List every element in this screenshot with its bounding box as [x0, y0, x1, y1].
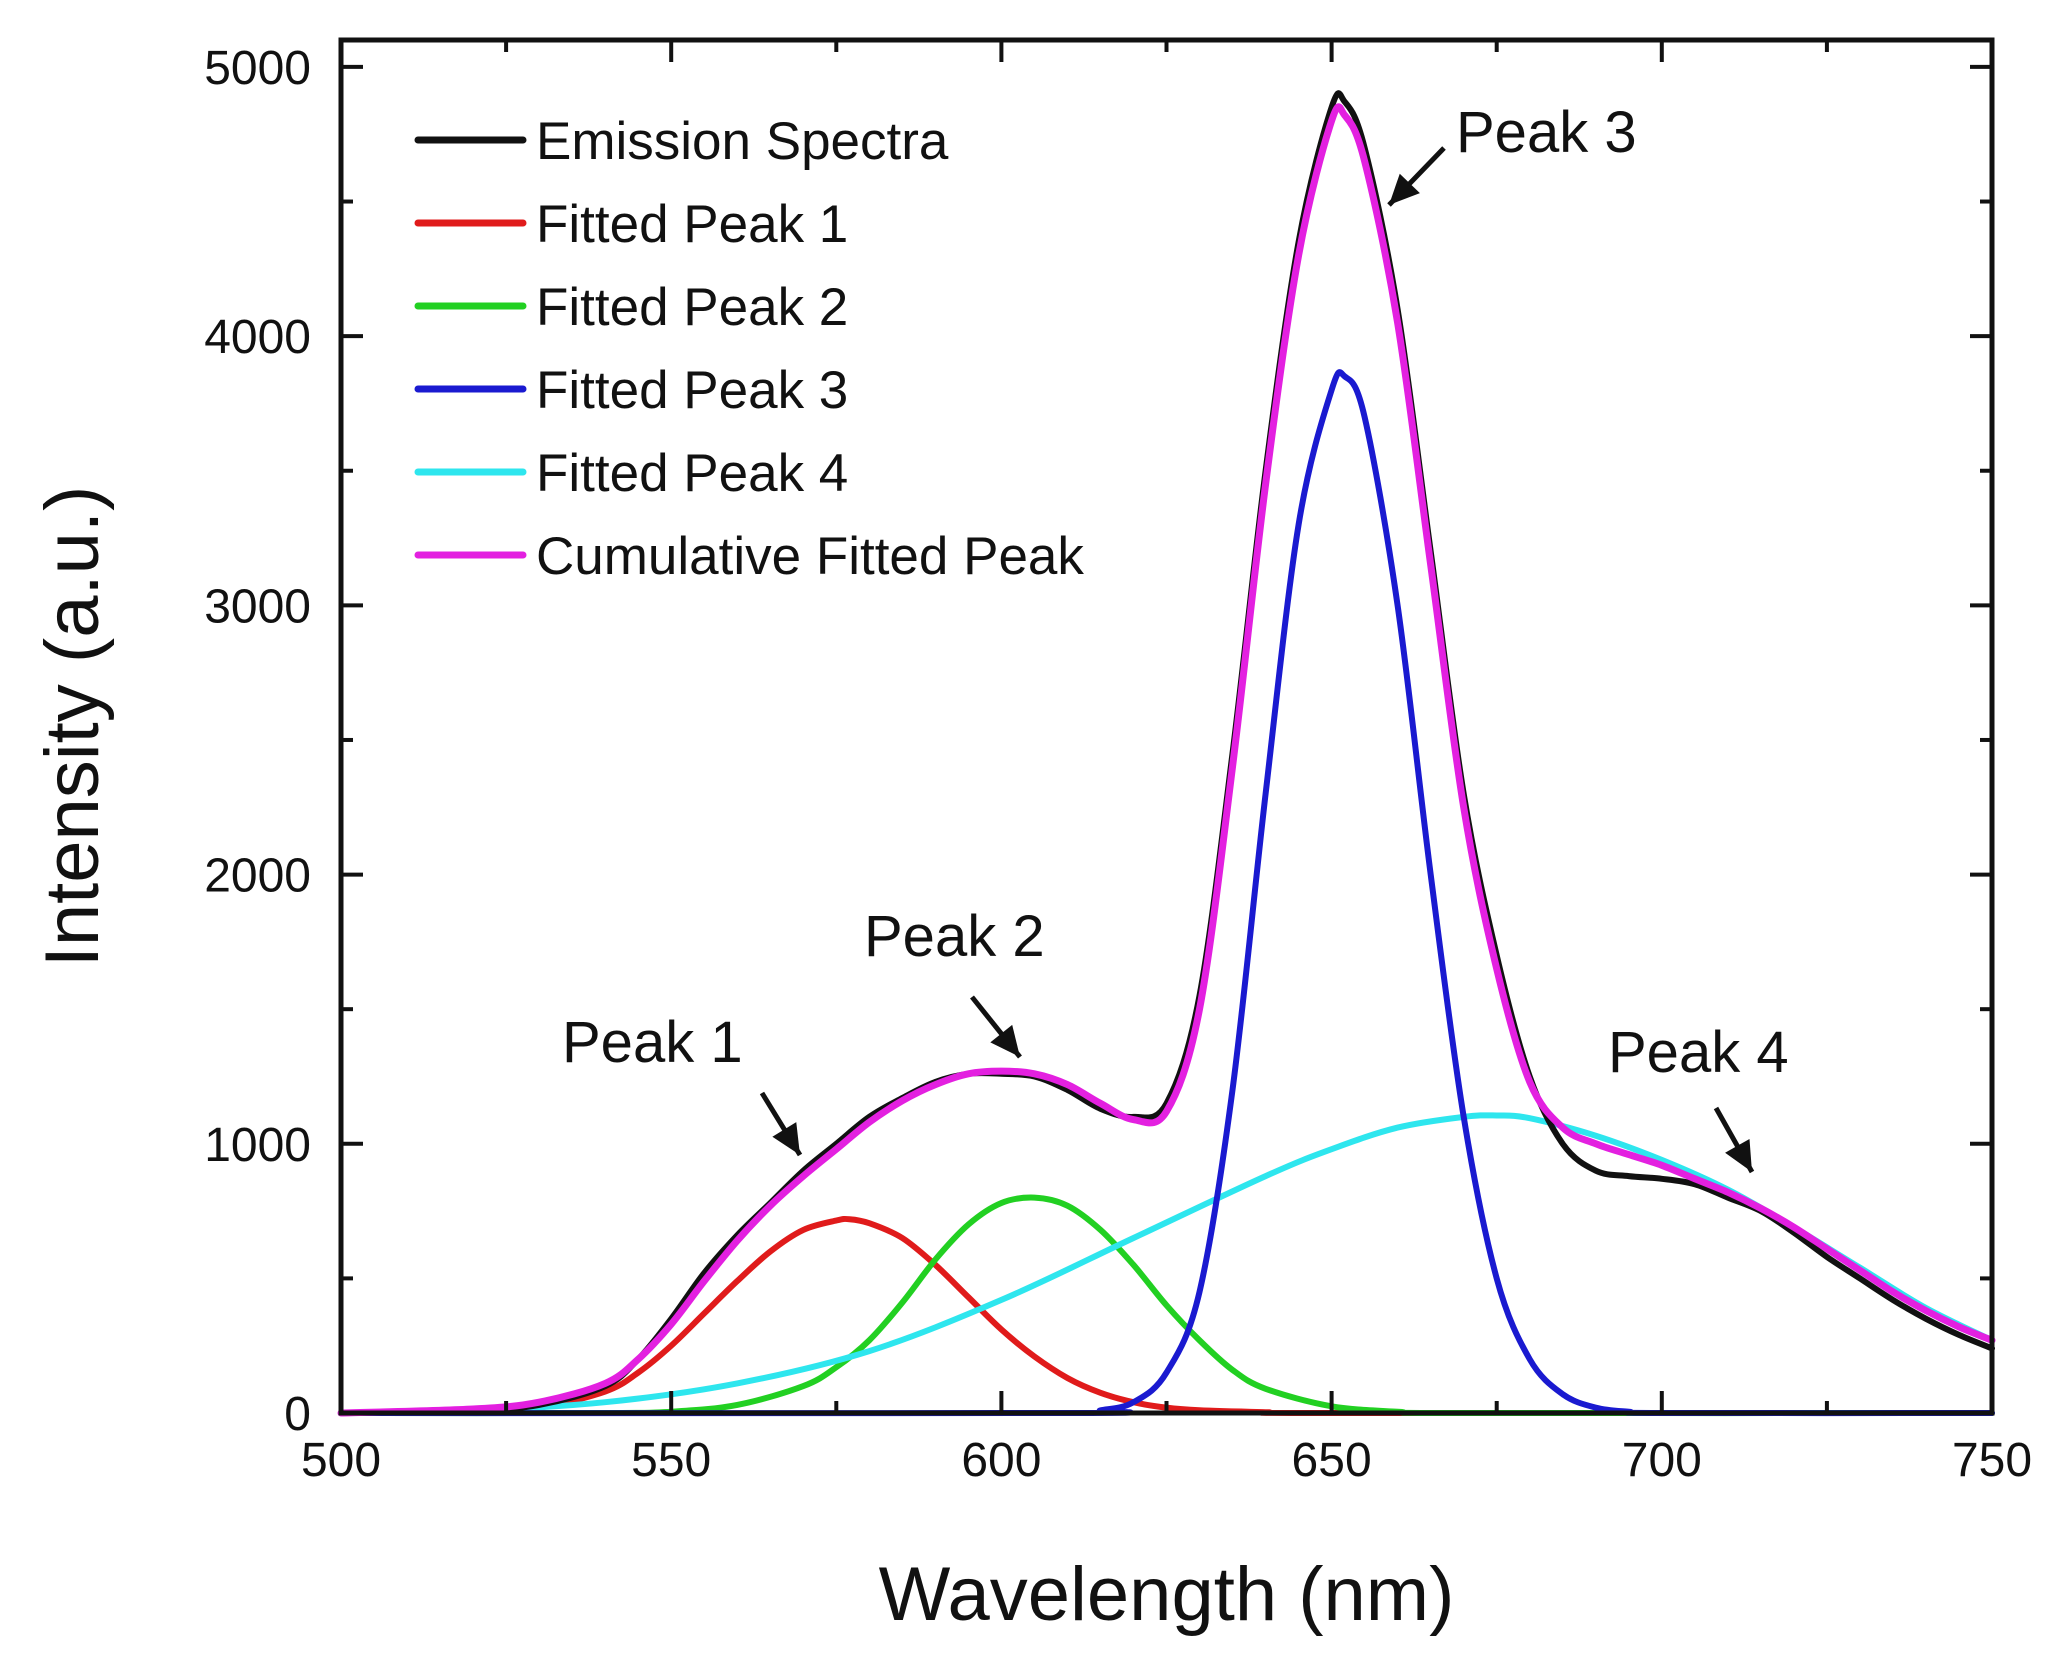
x-tick-label: 600: [961, 1434, 1041, 1487]
x-tick-label: 550: [631, 1434, 711, 1487]
legend-label-fitted-peak-4: Fitted Peak 4: [536, 444, 848, 503]
x-tick-label: 650: [1292, 1434, 1372, 1487]
legend-label-cumulative-fitted-peak: Cumulative Fitted Peak: [536, 527, 1084, 586]
series-line-fitted-peak-2: [338, 1194, 1995, 1417]
peak-annotations: Peak 1 Peak 2 Peak 3 Peak 4: [562, 100, 1789, 1174]
legend: Emission Spectra Fitted Peak 1 Fitted Peak…: [414, 112, 1084, 586]
annotation-arrowhead: [990, 1024, 1020, 1057]
legend-label-fitted-peak-3: Fitted Peak 3: [536, 361, 848, 420]
y-axis-title: Intensity (a.u.): [30, 486, 115, 968]
annotation-peak-1: Peak 1: [562, 1010, 743, 1075]
x-tick-label: 700: [1622, 1434, 1702, 1487]
axis-ticks: [339, 40, 1994, 1415]
legend-label-fitted-peak-2: Fitted Peak 2: [536, 278, 848, 337]
series-line-cumulative-fitted-peak: [337, 103, 1996, 1417]
annotation-arrowhead: [1389, 173, 1420, 205]
y-tick-label: 1000: [204, 1119, 311, 1172]
tick-labels: 500 550 600 650 700 750 0 1000 2000 3000 4000 5000: [204, 42, 2032, 1487]
y-tick-label: 4000: [204, 311, 311, 364]
legend-label-fitted-peak-1: Fitted Peak 1: [536, 195, 848, 254]
annotation-arrowhead: [772, 1122, 800, 1155]
x-axis-title: Wavelength (nm): [879, 1552, 1455, 1637]
series-line-fitted-peak-3: [338, 369, 1995, 1417]
y-tick-label: 3000: [204, 580, 311, 633]
y-tick-label: 5000: [204, 42, 311, 95]
annotation-peak-2: Peak 2: [864, 904, 1045, 969]
y-tick-label: 0: [284, 1388, 311, 1441]
annotation-arrowhead: [1725, 1138, 1752, 1172]
annotation-peak-3: Peak 3: [1456, 100, 1637, 165]
legend-label-emission-spectra: Emission Spectra: [536, 112, 949, 171]
series-line-fitted-peak-1: [338, 1215, 1995, 1417]
x-tick-label: 500: [301, 1434, 381, 1487]
series-curves: [337, 90, 1996, 1417]
y-tick-label: 2000: [204, 850, 311, 903]
x-tick-label: 750: [1952, 1434, 2032, 1487]
annotation-peak-4: Peak 4: [1608, 1020, 1789, 1085]
